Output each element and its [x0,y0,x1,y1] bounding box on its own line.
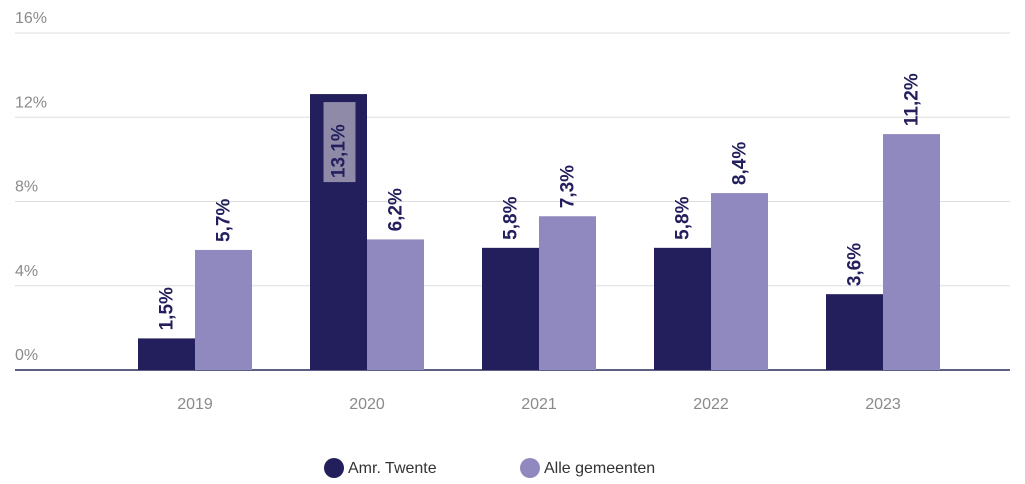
x-tick-label: 2023 [865,396,901,413]
bar [826,294,883,370]
x-tick-label: 2020 [349,396,385,413]
bar [367,239,424,370]
bar [654,247,711,370]
value-label: 5,8% [501,196,522,239]
value-label: 11,2% [902,73,923,126]
legend-swatch [520,458,540,478]
value-label-box [323,102,356,183]
y-tick-label: 12% [15,94,47,111]
bar [482,247,539,370]
bar [883,134,940,370]
x-tick-label: 2022 [693,396,729,413]
y-tick-label: 0% [15,347,38,364]
value-label: 1,5% [157,287,178,330]
value-label: 5,8% [673,196,694,239]
value-label: 3,6% [845,243,866,286]
value-label: 13,1% [329,124,350,178]
x-tick-label: 2021 [521,396,557,413]
bar [195,249,252,370]
legend-swatch [324,458,344,478]
value-label: 5,7% [214,199,235,242]
y-tick-label: 4% [15,263,38,280]
y-tick-label: 16% [15,10,47,27]
legend-label: Alle gemeenten [544,460,655,477]
value-label: 8,4% [730,142,751,185]
value-label: 6,2% [386,188,407,231]
y-tick-label: 8% [15,179,38,196]
legend-label: Amr. Twente [348,460,437,477]
bar [138,338,195,370]
value-label: 7,3% [558,165,579,208]
bar [711,193,768,370]
bar [539,216,596,370]
x-tick-label: 2019 [177,396,213,413]
